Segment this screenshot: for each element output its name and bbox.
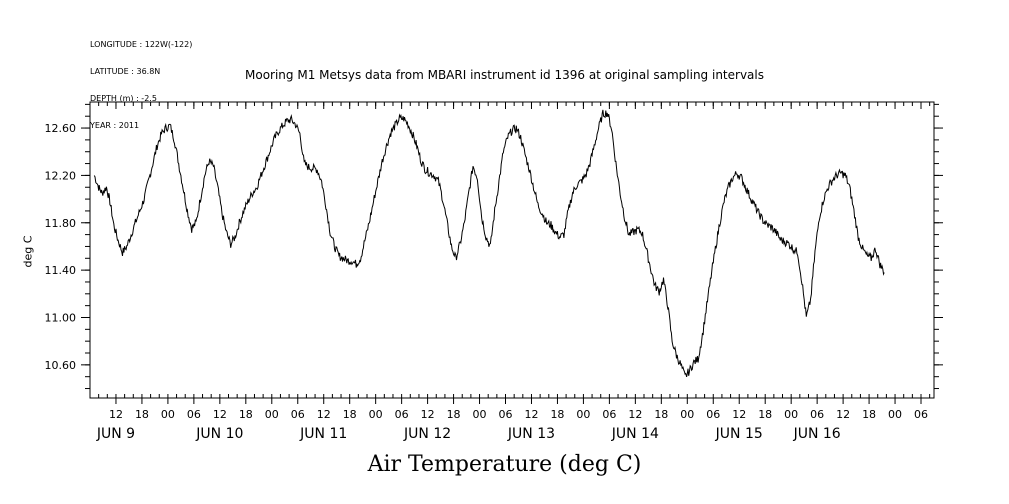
x-hour-tick-label: 06 (602, 408, 616, 421)
plot-frame (89, 101, 935, 399)
x-day-label: JUN 9 (96, 426, 135, 442)
x-day-label: JUN 10 (195, 426, 243, 442)
x-hour-tick-label: 12 (109, 408, 123, 421)
x-hour-tick-label: 18 (550, 408, 564, 421)
y-tick-label: 12.20 (45, 169, 77, 182)
x-hour-tick-label: 18 (862, 408, 876, 421)
longitude-text: LONGITUDE : 122W(-122) (90, 40, 193, 49)
x-hour-tick-label: 00 (473, 408, 487, 421)
x-hour-tick-label: 12 (213, 408, 227, 421)
metadata-block: LONGITUDE : 122W(-122) LATITUDE : 36.8N … (90, 22, 192, 139)
x-day-label: JUN 16 (793, 426, 841, 442)
x-hour-tick-label: 00 (161, 408, 175, 421)
latitude-text: LATITUDE : 36.8N (90, 67, 161, 76)
x-hour-tick-label: 06 (187, 408, 201, 421)
x-day-label: JUN 14 (611, 426, 659, 442)
x-hour-tick-label: 00 (888, 408, 902, 421)
x-hour-tick-label: 00 (576, 408, 590, 421)
x-hour-tick-label: 18 (135, 408, 149, 421)
x-day-label: JUN 15 (715, 426, 763, 442)
x-day-label: JUN 13 (507, 426, 555, 442)
chart-title: Mooring M1 Metsys data from MBARI instru… (245, 68, 764, 82)
x-hour-tick-label: 18 (343, 408, 357, 421)
y-tick-label: 12.60 (45, 122, 77, 135)
x-hour-tick-label: 18 (654, 408, 668, 421)
series-line (93, 109, 885, 378)
x-hour-tick-label: 12 (421, 408, 435, 421)
x-hour-tick-label: 00 (784, 408, 798, 421)
x-hour-tick-label: 06 (914, 408, 928, 421)
x-hour-tick-label: 06 (291, 408, 305, 421)
x-hour-tick-label: 12 (732, 408, 746, 421)
x-hour-tick-label: 00 (369, 408, 383, 421)
x-hour-tick-label: 18 (447, 408, 461, 421)
x-hour-tick-label: 12 (524, 408, 538, 421)
y-tick-label: 11.40 (45, 264, 77, 277)
x-hour-tick-label: 06 (810, 408, 824, 421)
x-hour-tick-label: 06 (706, 408, 720, 421)
y-tick-label: 10.60 (45, 359, 77, 372)
x-hour-tick-label: 00 (680, 408, 694, 421)
y-tick-label: 11.00 (45, 311, 77, 324)
x-hour-tick-label: 00 (265, 408, 279, 421)
x-hour-tick-label: 06 (395, 408, 409, 421)
x-hour-tick-label: 12 (628, 408, 642, 421)
depth-text: DEPTH (m) : -2.5 (90, 94, 157, 103)
x-hour-tick-label: 12 (317, 408, 331, 421)
x-axis-label: Air Temperature (deg C) (367, 452, 642, 477)
x-hour-tick-label: 18 (758, 408, 772, 421)
x-hour-tick-label: 06 (499, 408, 513, 421)
x-day-label: JUN 11 (299, 426, 347, 442)
x-day-label: JUN 12 (403, 426, 451, 442)
x-hour-tick-label: 12 (836, 408, 850, 421)
year-text: YEAR : 2011 (90, 121, 140, 130)
x-hour-tick-label: 18 (239, 408, 253, 421)
y-tick-label: 11.80 (45, 217, 77, 230)
